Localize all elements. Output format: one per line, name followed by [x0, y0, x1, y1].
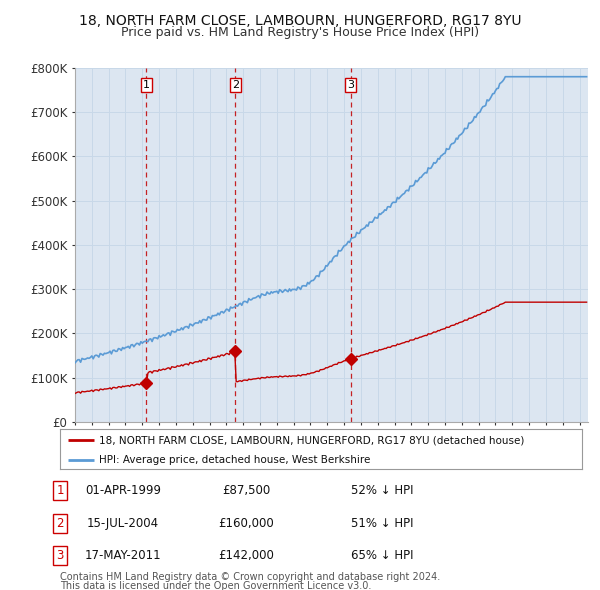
- Text: 2: 2: [56, 517, 64, 530]
- Text: 18, NORTH FARM CLOSE, LAMBOURN, HUNGERFORD, RG17 8YU: 18, NORTH FARM CLOSE, LAMBOURN, HUNGERFO…: [79, 14, 521, 28]
- Text: HPI: Average price, detached house, West Berkshire: HPI: Average price, detached house, West…: [99, 455, 371, 466]
- Text: £87,500: £87,500: [222, 484, 270, 497]
- Text: 1: 1: [56, 484, 64, 497]
- Text: £160,000: £160,000: [218, 517, 274, 530]
- Text: 52% ↓ HPI: 52% ↓ HPI: [351, 484, 413, 497]
- Text: 17-MAY-2011: 17-MAY-2011: [85, 549, 161, 562]
- Text: 18, NORTH FARM CLOSE, LAMBOURN, HUNGERFORD, RG17 8YU (detached house): 18, NORTH FARM CLOSE, LAMBOURN, HUNGERFO…: [99, 435, 524, 445]
- Text: 1: 1: [143, 80, 150, 90]
- Text: 2: 2: [232, 80, 239, 90]
- Text: 3: 3: [56, 549, 64, 562]
- Text: Contains HM Land Registry data © Crown copyright and database right 2024.: Contains HM Land Registry data © Crown c…: [60, 572, 440, 582]
- Text: 15-JUL-2004: 15-JUL-2004: [87, 517, 159, 530]
- Text: 3: 3: [347, 80, 354, 90]
- Text: Price paid vs. HM Land Registry's House Price Index (HPI): Price paid vs. HM Land Registry's House …: [121, 26, 479, 39]
- Text: 65% ↓ HPI: 65% ↓ HPI: [351, 549, 413, 562]
- Text: This data is licensed under the Open Government Licence v3.0.: This data is licensed under the Open Gov…: [60, 581, 371, 590]
- Text: 01-APR-1999: 01-APR-1999: [85, 484, 161, 497]
- Text: 51% ↓ HPI: 51% ↓ HPI: [351, 517, 413, 530]
- Text: £142,000: £142,000: [218, 549, 274, 562]
